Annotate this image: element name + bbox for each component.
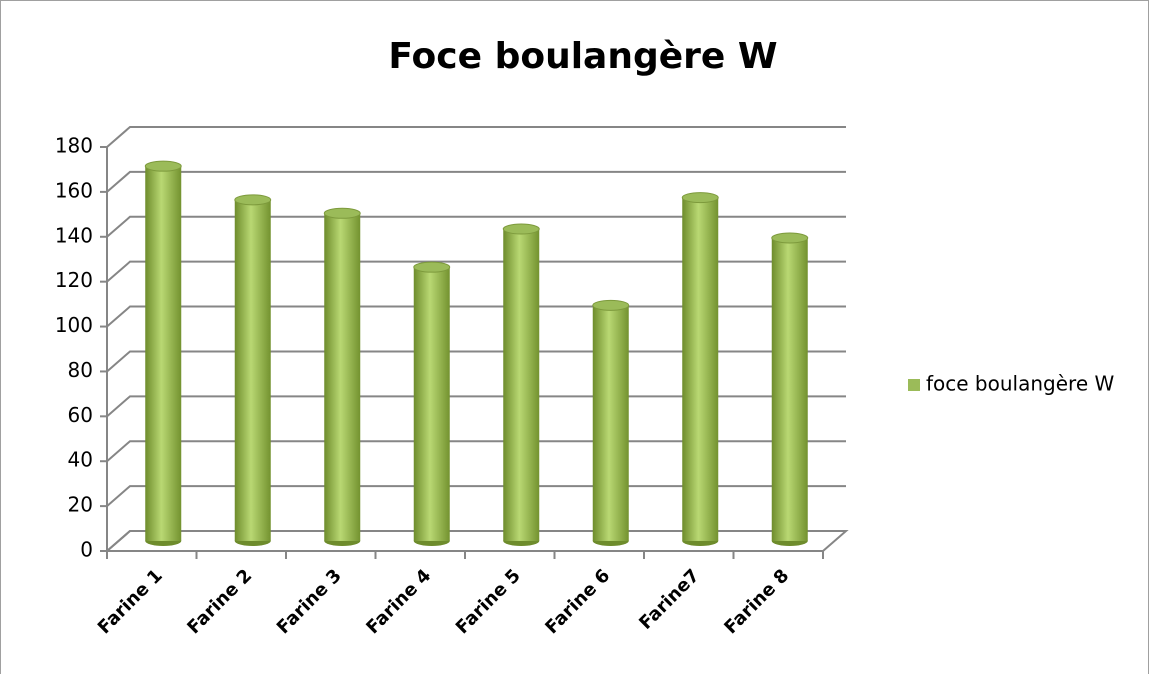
y-tick-label: 140 bbox=[55, 223, 93, 247]
cylinder bbox=[681, 192, 719, 546]
bar bbox=[413, 267, 450, 541]
y-tick-label: 160 bbox=[55, 178, 93, 202]
bar bbox=[771, 238, 808, 541]
cylinder bbox=[144, 160, 182, 546]
bar bbox=[234, 199, 271, 541]
grid-line bbox=[106, 126, 846, 148]
cylinder bbox=[771, 232, 809, 546]
cylinder-top bbox=[771, 232, 809, 244]
chart-title: Foce boulangère W bbox=[388, 36, 777, 77]
cylinder bbox=[234, 194, 272, 546]
cylinder-top bbox=[323, 207, 361, 219]
grid-line bbox=[106, 170, 846, 193]
bar bbox=[503, 229, 540, 541]
y-tick-label: 100 bbox=[55, 313, 93, 337]
cylinder bbox=[502, 223, 540, 546]
y-tick-label: 40 bbox=[68, 448, 93, 472]
cylinder-top bbox=[234, 194, 272, 206]
bar bbox=[324, 213, 361, 542]
bar bbox=[682, 197, 719, 541]
y-tick-label: 80 bbox=[68, 358, 93, 382]
cylinder-top bbox=[502, 223, 540, 235]
y-tick-label: 120 bbox=[55, 268, 93, 292]
cylinder bbox=[323, 207, 361, 546]
y-tick-label: 180 bbox=[55, 134, 93, 158]
cylinder-top bbox=[413, 261, 451, 273]
grid-line bbox=[106, 260, 846, 283]
cylinder bbox=[592, 299, 630, 546]
y-tick-label: 60 bbox=[68, 403, 93, 427]
cylinder-top bbox=[681, 192, 719, 204]
legend-swatch bbox=[908, 379, 920, 391]
bar bbox=[145, 166, 182, 541]
cylinder bbox=[413, 261, 451, 546]
cylinder-top bbox=[144, 160, 182, 172]
y-tick-label: 20 bbox=[68, 493, 93, 517]
y-tick-label: 0 bbox=[80, 538, 93, 562]
bar bbox=[592, 305, 629, 541]
grid-line bbox=[106, 215, 846, 238]
cylinder-top bbox=[592, 299, 630, 311]
legend-label: foce boulangère W bbox=[926, 372, 1114, 396]
